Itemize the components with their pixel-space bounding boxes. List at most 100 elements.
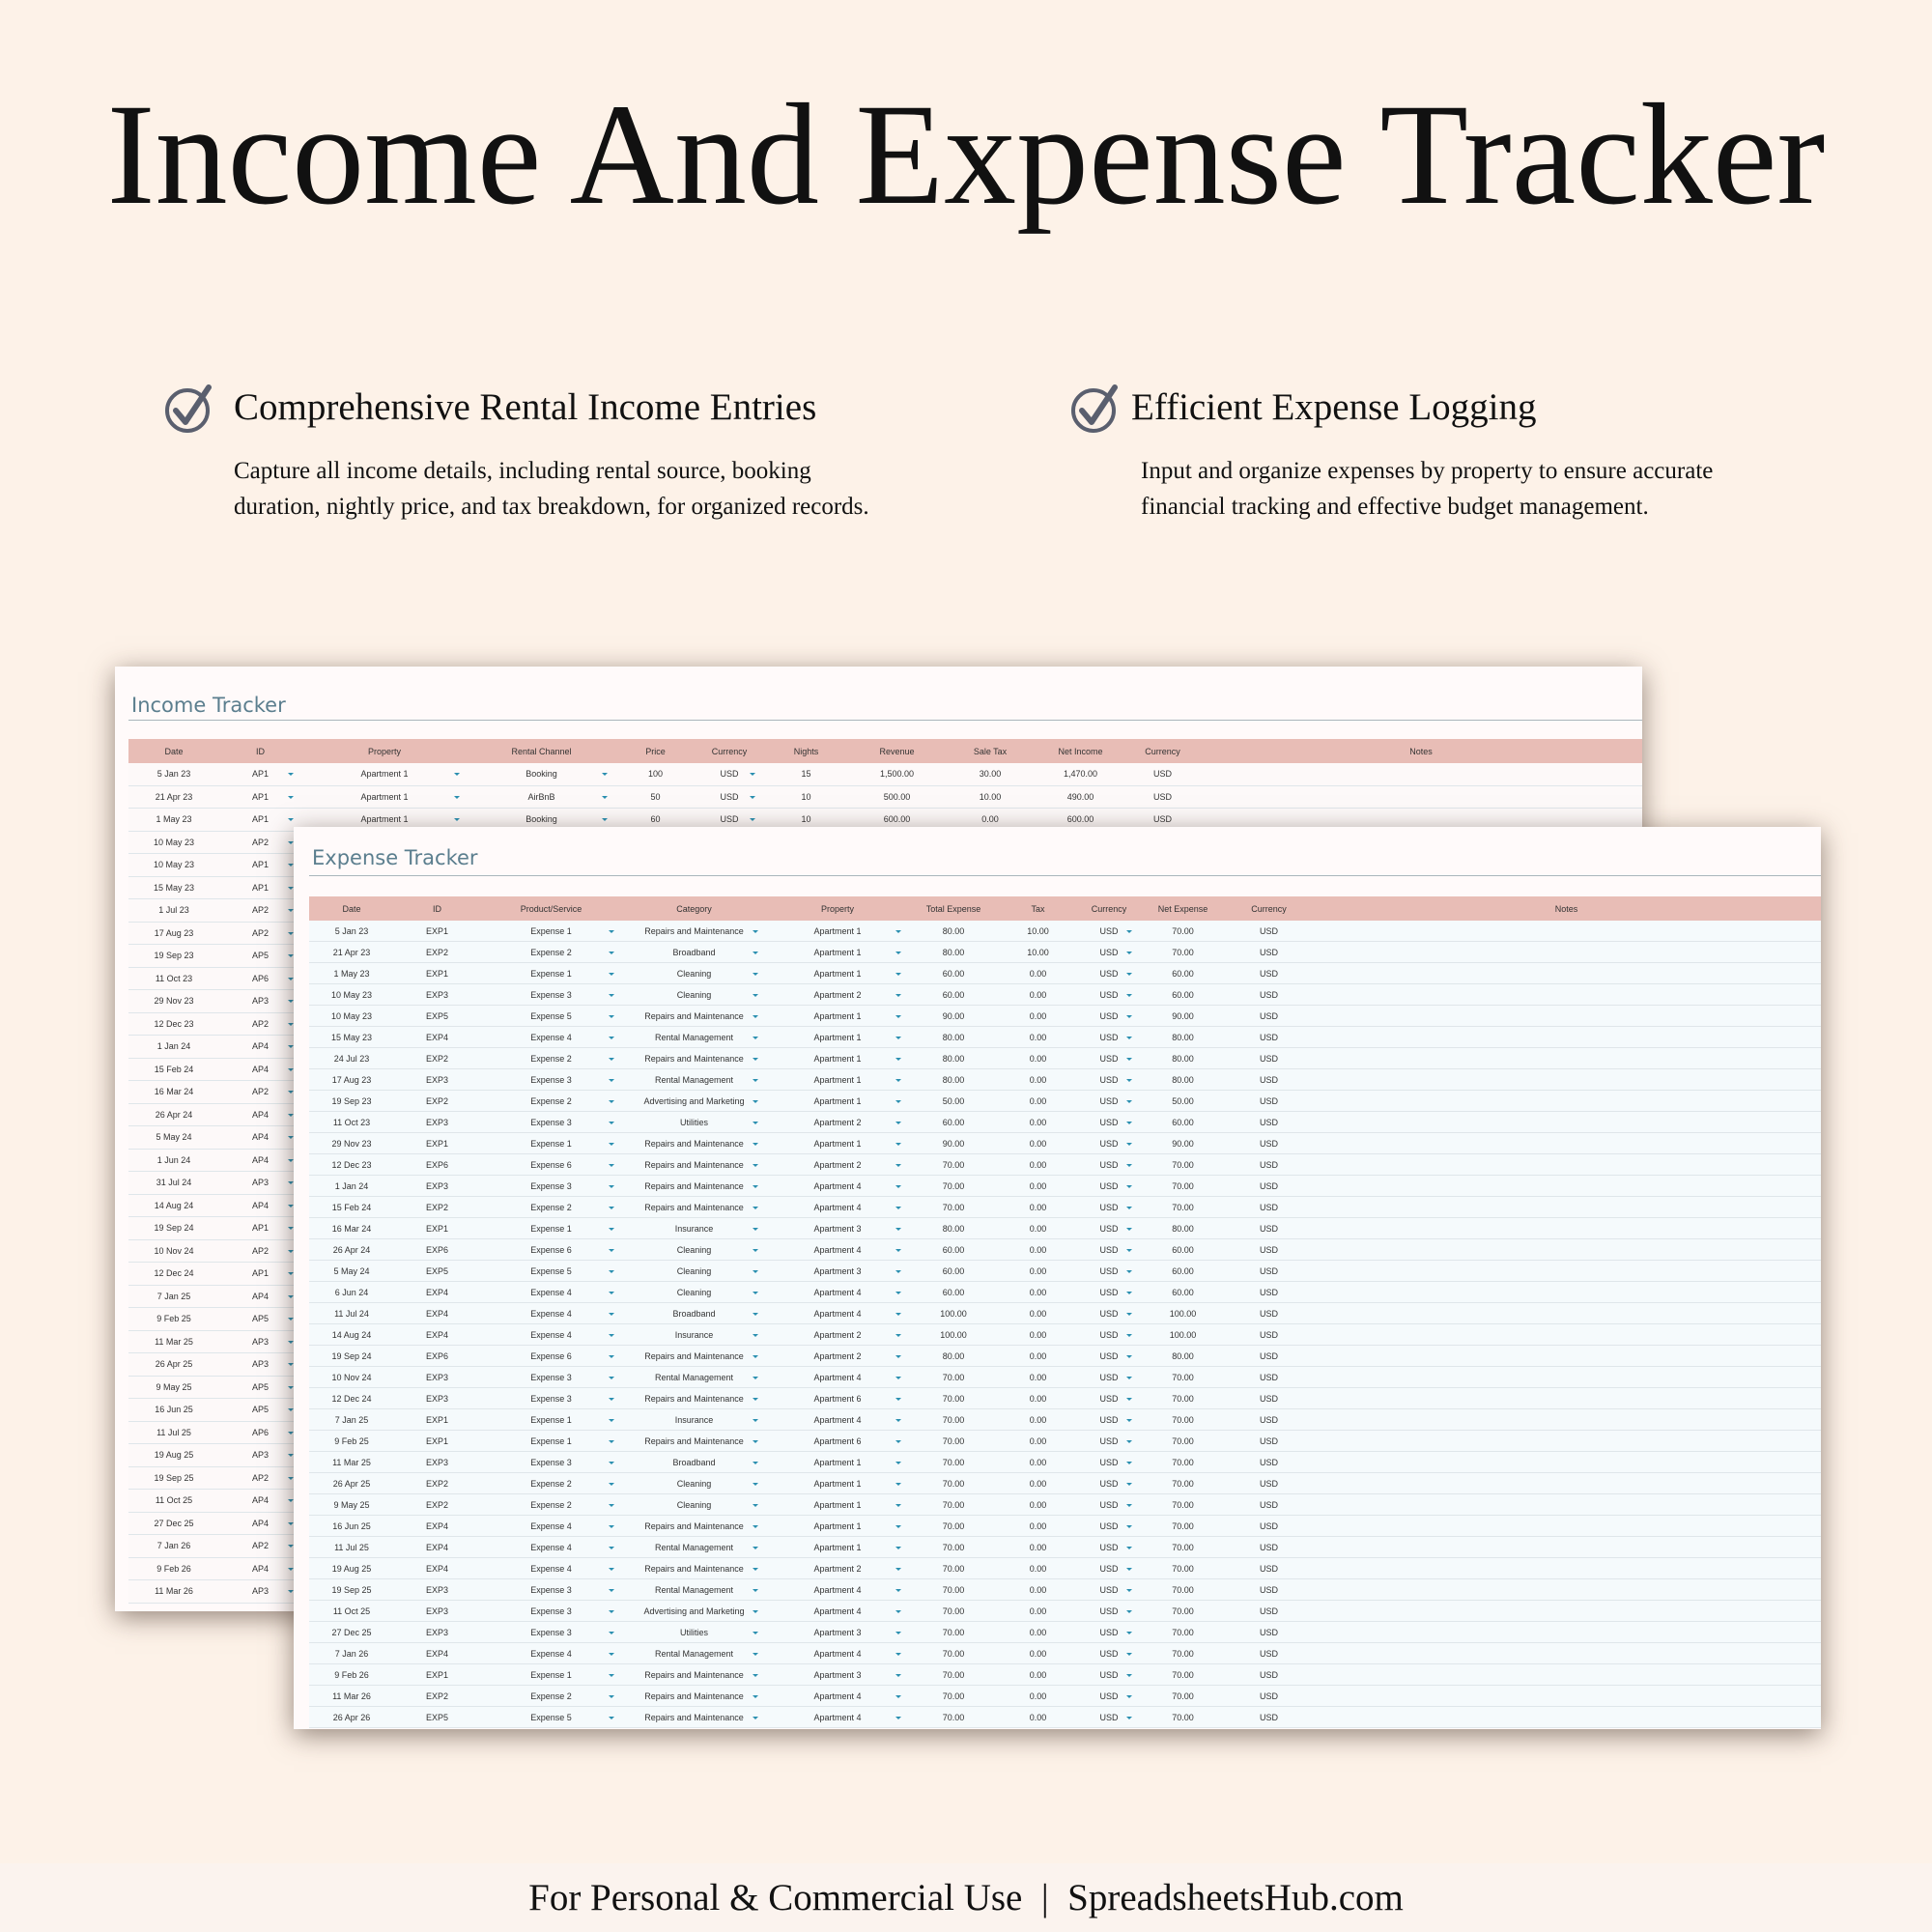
table-row: 11 Mar 26 EXP2 Expense 2 Repairs and Mainte… bbox=[309, 1685, 1821, 1707]
table-cell: AP1 bbox=[219, 808, 301, 832]
table-cell: 0.00 bbox=[998, 1387, 1078, 1409]
table-cell: 70.00 bbox=[1140, 1663, 1226, 1686]
check-icon bbox=[1071, 384, 1118, 433]
table-cell: Repairs and Maintenance bbox=[622, 1153, 766, 1176]
table-cell: Apartment 4 bbox=[766, 1281, 909, 1303]
table-cell: EXP1 bbox=[394, 1217, 480, 1239]
table-cell: 1 Jan 24 bbox=[309, 1175, 394, 1197]
table-cell: USD bbox=[1078, 1663, 1140, 1686]
table-cell: 60.00 bbox=[1140, 1260, 1226, 1282]
column-header: Revenue bbox=[849, 739, 945, 763]
table-cell: Apartment 4 bbox=[766, 1642, 909, 1664]
table-row: 21 Apr 23 AP1 Apartment 1 AirBnB 50 USD 10 500.… bbox=[128, 785, 1642, 809]
table-cell: 0.00 bbox=[998, 1472, 1078, 1494]
table-cell: USD bbox=[1226, 1557, 1312, 1579]
table-cell: Apartment 6 bbox=[766, 1387, 909, 1409]
table-cell: USD bbox=[1226, 1536, 1312, 1558]
table-row: 21 Apr 23 EXP2 Expense 2 Broadband Apartment… bbox=[309, 941, 1821, 963]
table-cell: USD bbox=[1078, 1026, 1140, 1048]
table-cell: 0.00 bbox=[998, 1005, 1078, 1027]
table-cell: Apartment 2 bbox=[766, 1111, 909, 1133]
table-cell: EXP3 bbox=[394, 1366, 480, 1388]
table-cell: USD bbox=[1078, 1387, 1140, 1409]
table-cell: USD bbox=[1078, 1515, 1140, 1537]
table-cell: Expense 1 bbox=[480, 1132, 622, 1154]
table-cell: 0.00 bbox=[998, 1153, 1078, 1176]
table-cell: 0.00 bbox=[998, 1281, 1078, 1303]
table-cell: AP3 bbox=[219, 989, 301, 1013]
table-cell: 80.00 bbox=[909, 1068, 998, 1091]
table-cell: AP4 bbox=[219, 1103, 301, 1126]
table-cell: USD bbox=[1078, 1068, 1140, 1091]
table-cell: USD bbox=[1226, 1068, 1312, 1091]
table-cell: EXP3 bbox=[394, 1600, 480, 1622]
table-cell: AP1 bbox=[219, 1216, 301, 1240]
table-cell: USD bbox=[1226, 1663, 1312, 1686]
table-cell: Apartment 4 bbox=[766, 1366, 909, 1388]
column-header: Total Expense bbox=[909, 896, 998, 921]
table-cell: AP5 bbox=[219, 1307, 301, 1331]
table-cell: Expense 2 bbox=[480, 1090, 622, 1112]
table-cell: 100.00 bbox=[909, 1323, 998, 1346]
table-cell: Apartment 2 bbox=[766, 1345, 909, 1367]
table-cell: Expense 6 bbox=[480, 1238, 622, 1261]
table-cell: 1,500.00 bbox=[849, 763, 945, 786]
table-cell bbox=[1312, 1642, 1821, 1664]
table-cell: 600.00 bbox=[849, 808, 945, 832]
table-cell: 70.00 bbox=[1140, 1451, 1226, 1473]
table-cell: 0.00 bbox=[998, 1302, 1078, 1324]
table-cell bbox=[1312, 1430, 1821, 1452]
table-cell: 9 Feb 25 bbox=[309, 1430, 394, 1452]
table-cell: 60.00 bbox=[909, 1281, 998, 1303]
table-cell: Apartment 1 bbox=[766, 921, 909, 942]
table-cell: 19 Sep 24 bbox=[309, 1345, 394, 1367]
table-cell: USD bbox=[1078, 983, 1140, 1006]
table-cell: 80.00 bbox=[909, 1345, 998, 1367]
table-cell: USD bbox=[1078, 1302, 1140, 1324]
table-cell: Apartment 1 bbox=[766, 1047, 909, 1069]
table-cell: 80.00 bbox=[909, 941, 998, 963]
table-cell bbox=[1312, 1196, 1821, 1218]
table-cell: 500.00 bbox=[849, 785, 945, 809]
column-header: Currency bbox=[1078, 896, 1140, 921]
table-cell bbox=[1312, 1047, 1821, 1069]
table-cell: 70.00 bbox=[909, 1366, 998, 1388]
table-cell: Expense 3 bbox=[480, 1175, 622, 1197]
table-cell: 0.00 bbox=[998, 1323, 1078, 1346]
column-header: Currency bbox=[1125, 739, 1200, 763]
table-cell: 70.00 bbox=[1140, 1387, 1226, 1409]
table-cell: USD bbox=[1226, 1600, 1312, 1622]
table-cell: USD bbox=[1226, 1451, 1312, 1473]
table-row: 27 Dec 25 EXP3 Expense 3 Utilities Apartment… bbox=[309, 1621, 1821, 1643]
table-row: 24 Jul 23 EXP2 Expense 2 Repairs and Mainte… bbox=[309, 1047, 1821, 1069]
table-cell: 19 Aug 25 bbox=[128, 1443, 219, 1467]
table-cell: 12 Dec 24 bbox=[128, 1262, 219, 1286]
table-cell: Broadband bbox=[622, 1451, 766, 1473]
table-cell: AP4 bbox=[219, 1194, 301, 1217]
table-cell: Apartment 3 bbox=[766, 1663, 909, 1686]
panel-title: Income Tracker bbox=[131, 694, 286, 717]
table-cell bbox=[1312, 1217, 1821, 1239]
table-cell: 70.00 bbox=[909, 1493, 998, 1516]
table-cell: USD bbox=[1226, 1005, 1312, 1027]
table-cell: 70.00 bbox=[1140, 1366, 1226, 1388]
table-cell bbox=[1312, 1005, 1821, 1027]
table-cell: 10 May 23 bbox=[309, 983, 394, 1006]
table-cell: 7 Jan 26 bbox=[128, 1534, 219, 1558]
table-cell: 10 May 23 bbox=[128, 831, 219, 854]
table-cell: 5 Jan 23 bbox=[128, 763, 219, 786]
table-cell: 50.00 bbox=[1140, 1090, 1226, 1112]
table-cell: AP5 bbox=[219, 1376, 301, 1399]
table-cell: AP2 bbox=[219, 898, 301, 923]
table-cell: USD bbox=[696, 785, 763, 809]
table-cell: AirBnB bbox=[468, 785, 615, 809]
table-cell: 70.00 bbox=[909, 1557, 998, 1579]
table-cell: Insurance bbox=[622, 1323, 766, 1346]
table-cell: EXP1 bbox=[394, 1408, 480, 1431]
table-cell: 15 bbox=[763, 763, 849, 786]
table-cell: USD bbox=[1125, 785, 1200, 809]
table-cell: AP2 bbox=[219, 1466, 301, 1490]
column-header: Date bbox=[128, 739, 219, 763]
table-cell: AP3 bbox=[219, 1443, 301, 1467]
table-cell: USD bbox=[1078, 1260, 1140, 1282]
